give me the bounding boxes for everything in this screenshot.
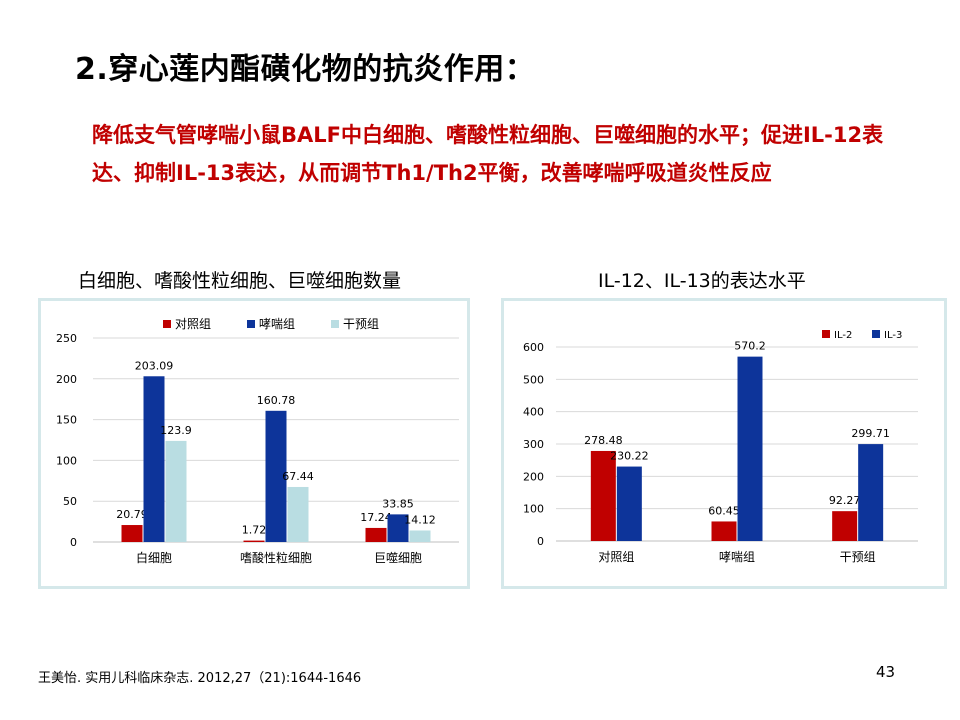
y-tick-label: 0 xyxy=(537,535,544,548)
legend-swatch xyxy=(163,320,171,328)
legend-label: 干预组 xyxy=(343,317,379,331)
summary-text: 降低支气管哮喘小鼠BALF中白细胞、嗜酸性粒细胞、巨噬细胞的水平；促进IL-12… xyxy=(92,123,884,185)
bar xyxy=(143,376,165,542)
y-tick-label: 200 xyxy=(56,373,77,386)
data-label: 123.9 xyxy=(160,424,192,437)
legend-swatch xyxy=(331,320,339,328)
bar xyxy=(243,540,265,542)
bar xyxy=(265,410,287,542)
interleukin-chart-svg: 0 100 200 300 400 500 600 278.48 230.22 对照组 60.45 5… xyxy=(523,330,918,564)
data-label: 570.2 xyxy=(734,340,766,353)
y-tick-label: 0 xyxy=(70,536,77,549)
bar xyxy=(287,486,309,542)
legend-label: IL-3 xyxy=(884,330,902,341)
chart-1-title: 白细胞、嗜酸性粒细胞、巨噬细胞数量 xyxy=(78,270,402,292)
data-label: 278.48 xyxy=(584,434,623,447)
bar xyxy=(832,511,858,541)
legend-swatch xyxy=(822,330,830,338)
legend-label: IL-2 xyxy=(834,330,852,341)
y-tick-label: 600 xyxy=(523,341,544,354)
y-tick-label: 400 xyxy=(523,406,544,419)
slide-title: 2.穿心莲内酯磺化物的抗炎作用： xyxy=(75,52,536,87)
y-tick-label: 250 xyxy=(56,332,77,345)
data-label: 14.12 xyxy=(404,513,436,526)
data-label: 92.27 xyxy=(829,494,861,507)
cell-count-chart: 0 50 100 150 200 250 20.79 203.09 123.9 白细胞 1.72 16… xyxy=(38,298,470,589)
legend-swatch xyxy=(247,320,255,328)
bar xyxy=(616,466,642,541)
x-tick-label: 巨噬细胞 xyxy=(374,550,422,565)
y-tick-label: 300 xyxy=(523,438,544,451)
bar xyxy=(409,530,431,542)
legend-label: 对照组 xyxy=(175,317,211,331)
data-label: 60.45 xyxy=(708,504,740,517)
x-tick-label: 哮喘组 xyxy=(719,550,755,564)
legend-label: 哮喘组 xyxy=(259,317,295,331)
y-tick-label: 100 xyxy=(56,454,77,467)
legend-swatch xyxy=(872,330,880,338)
data-label: 1.72 xyxy=(242,524,267,537)
y-tick-label: 200 xyxy=(523,470,544,483)
x-tick-label: 白细胞 xyxy=(136,550,172,565)
bar xyxy=(387,514,409,542)
data-label: 230.22 xyxy=(610,450,649,463)
bar xyxy=(858,444,884,541)
y-tick-label: 100 xyxy=(523,503,544,516)
page-number: 43 xyxy=(876,663,896,681)
x-tick-label: 对照组 xyxy=(598,550,634,564)
bar xyxy=(121,525,143,542)
chart-2-title: IL-12、IL-13的表达水平 xyxy=(598,270,806,292)
x-tick-label: 干预组 xyxy=(840,550,876,564)
bar xyxy=(365,527,387,542)
data-label: 67.44 xyxy=(282,470,314,483)
bar xyxy=(165,440,187,542)
interleukin-chart: 0 100 200 300 400 500 600 278.48 230.22 对照组 60.45 5… xyxy=(501,298,947,589)
data-label: 299.71 xyxy=(851,427,890,440)
y-tick-label: 150 xyxy=(56,414,77,427)
data-label: 203.09 xyxy=(135,359,174,372)
data-label: 33.85 xyxy=(382,497,414,510)
citation: 王美怡. 实用儿科临床杂志. 2012,27（21):1644-1646 xyxy=(38,671,362,686)
bar xyxy=(711,521,737,541)
data-label: 160.78 xyxy=(257,394,296,407)
bar xyxy=(590,450,616,541)
data-label: 17.24 xyxy=(360,511,392,524)
y-tick-label: 50 xyxy=(63,495,77,508)
data-label: 20.79 xyxy=(116,508,148,521)
y-tick-label: 500 xyxy=(523,373,544,386)
x-tick-label: 嗜酸性粒细胞 xyxy=(240,550,312,565)
cell-count-chart-svg: 0 50 100 150 200 250 20.79 203.09 123.9 白细胞 1.72 16… xyxy=(56,317,459,565)
bar xyxy=(737,356,763,541)
